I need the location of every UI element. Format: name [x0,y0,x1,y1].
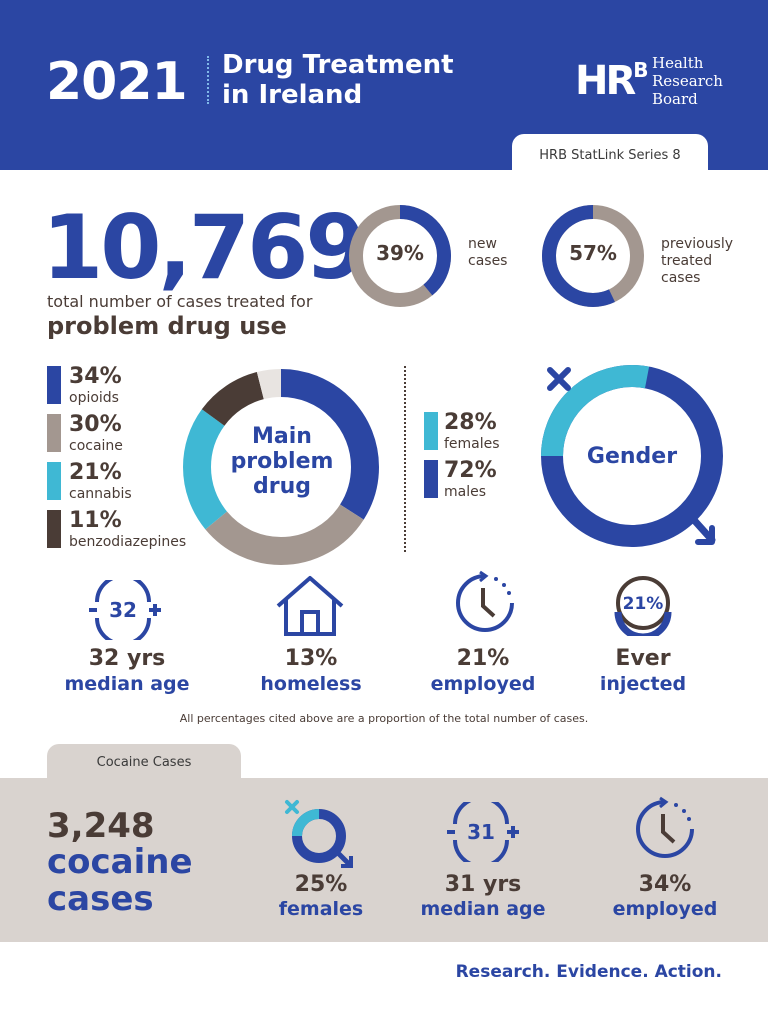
title-line-2: in Ireland [222,80,363,110]
title-line-1: Drug Treatment [222,50,454,80]
tagline: Research. Evidence. Action. [455,962,722,982]
employed-value: 21% [456,646,510,671]
legend-pct-opioids: 34% [69,364,122,389]
new-cases-pct: 39% [376,241,424,265]
age-icon [89,580,161,640]
legend-name-benzodiazepines: benzodiazepines [69,534,187,550]
logo-line-3: Board [652,90,698,108]
new-cases-label: new cases [468,236,507,270]
previous-cases-label-3: cases [661,270,701,286]
new-cases-donut [349,205,451,307]
median-age-value: 32 yrs [88,646,166,671]
main-drug-title-3: drug [252,474,311,499]
legend-pct-cocaine: 30% [69,412,122,437]
logo-line-2: Research [652,72,723,90]
previous-cases-label-2: treated [661,253,713,269]
legend-name-males: males [444,484,487,500]
gender-title: Gender [586,444,678,469]
header-divider [207,56,209,104]
cocaine-band [0,778,768,942]
previous-cases-arc [542,205,644,307]
previous-cases-label: previously treated cases [661,236,733,287]
homeless-value: 13% [284,646,338,671]
age-icon-text: 32 [109,598,137,622]
injected-icon [614,576,672,636]
total-caption-line-1: total number of cases treated for [47,292,313,311]
hrb-logo-text: Health Research Board [652,54,723,108]
footnote: All percentages cited above are a propor… [179,712,589,725]
cocaine-females-label: females [278,898,364,920]
legend-name-cocaine: cocaine [69,438,123,454]
legend-pct-benzodiazepines: 11% [69,508,122,533]
total-caption-line-2: problem drug use [47,312,287,340]
total-cases-number: 10,769 [42,196,367,299]
gender-females-arc [541,365,723,547]
previous-cases-donut [542,205,644,307]
cocaine-label-2: cases [47,879,154,919]
new-cases-label-1: new [468,236,497,252]
main-drug-title: Main problem drug [212,424,352,499]
cocaine-age-icon [447,802,519,862]
main-drug-title-1: Main [252,424,312,449]
legend-swatch-males [424,460,438,498]
cocaine-cases-number: 3,248 [47,806,155,846]
injected-icon-text: 21% [622,594,664,614]
hrb-logo-mark: HRB [575,58,649,104]
main-drug-donut [183,369,379,565]
cocaine-employed-value: 34% [638,872,692,897]
legend-swatch-cannabis [47,462,61,500]
new-cases-label-2: cases [468,253,508,269]
report-year: 2021 [46,52,188,112]
house-icon [276,576,344,636]
logo-line-1: Health [652,54,704,72]
cocaine-median-age-value: 31 yrs [444,872,522,897]
gender-donut [541,365,723,547]
cocaine-label-1: cocaine [47,842,193,882]
ever-injected-value: Ever [615,646,671,671]
legend-swatch-opioids [47,366,61,404]
cocaine-clock-icon [636,796,694,858]
cocaine-gender-icon [285,800,353,868]
cocaine-females-value: 25% [294,872,348,897]
legend-swatch-cocaine [47,414,61,452]
legend-swatch-females [424,412,438,450]
logo-letters: HR [575,58,636,104]
cocaine-tab: Cocaine Cases [47,744,241,784]
main-drug-title-2: problem [230,449,334,474]
employed-label: employed [430,673,536,695]
clock-icon [456,570,514,632]
legend-swatch-benzodiazepines [47,510,61,548]
female-symbol-icon [547,367,571,391]
cocaine-cases-label: cocaine cases [47,844,193,918]
report-title: Drug Treatment in Ireland [222,50,454,110]
logo-sup: B [633,58,649,82]
median-age-label: median age [64,673,190,695]
legend-name-cannabis: cannabis [69,486,132,502]
new-cases-arc [349,205,451,307]
previous-cases-label-1: previously [661,236,734,252]
cocaine-employed-label: employed [612,898,718,920]
cocaine-median-age-label: median age [420,898,546,920]
legend-name-opioids: opioids [69,390,119,406]
male-arrow-icon [690,516,716,545]
cocaine-females-arc [292,809,346,863]
series-tab: HRB StatLink Series 8 [512,134,708,174]
drug-segment-cocaine [183,369,379,565]
homeless-label: homeless [260,673,362,695]
drug-segment-cannabis [183,369,379,565]
legend-pct-females: 28% [444,410,497,435]
ever-injected-label: injected [599,673,687,695]
previous-cases-pct: 57% [569,241,617,265]
legend-name-females: females [444,436,500,452]
cocaine-age-icon-text: 31 [467,820,495,844]
drug-segment-other [183,369,379,565]
section-divider [404,366,406,552]
legend-pct-cannabis: 21% [69,460,122,485]
legend-pct-males: 72% [444,458,497,483]
